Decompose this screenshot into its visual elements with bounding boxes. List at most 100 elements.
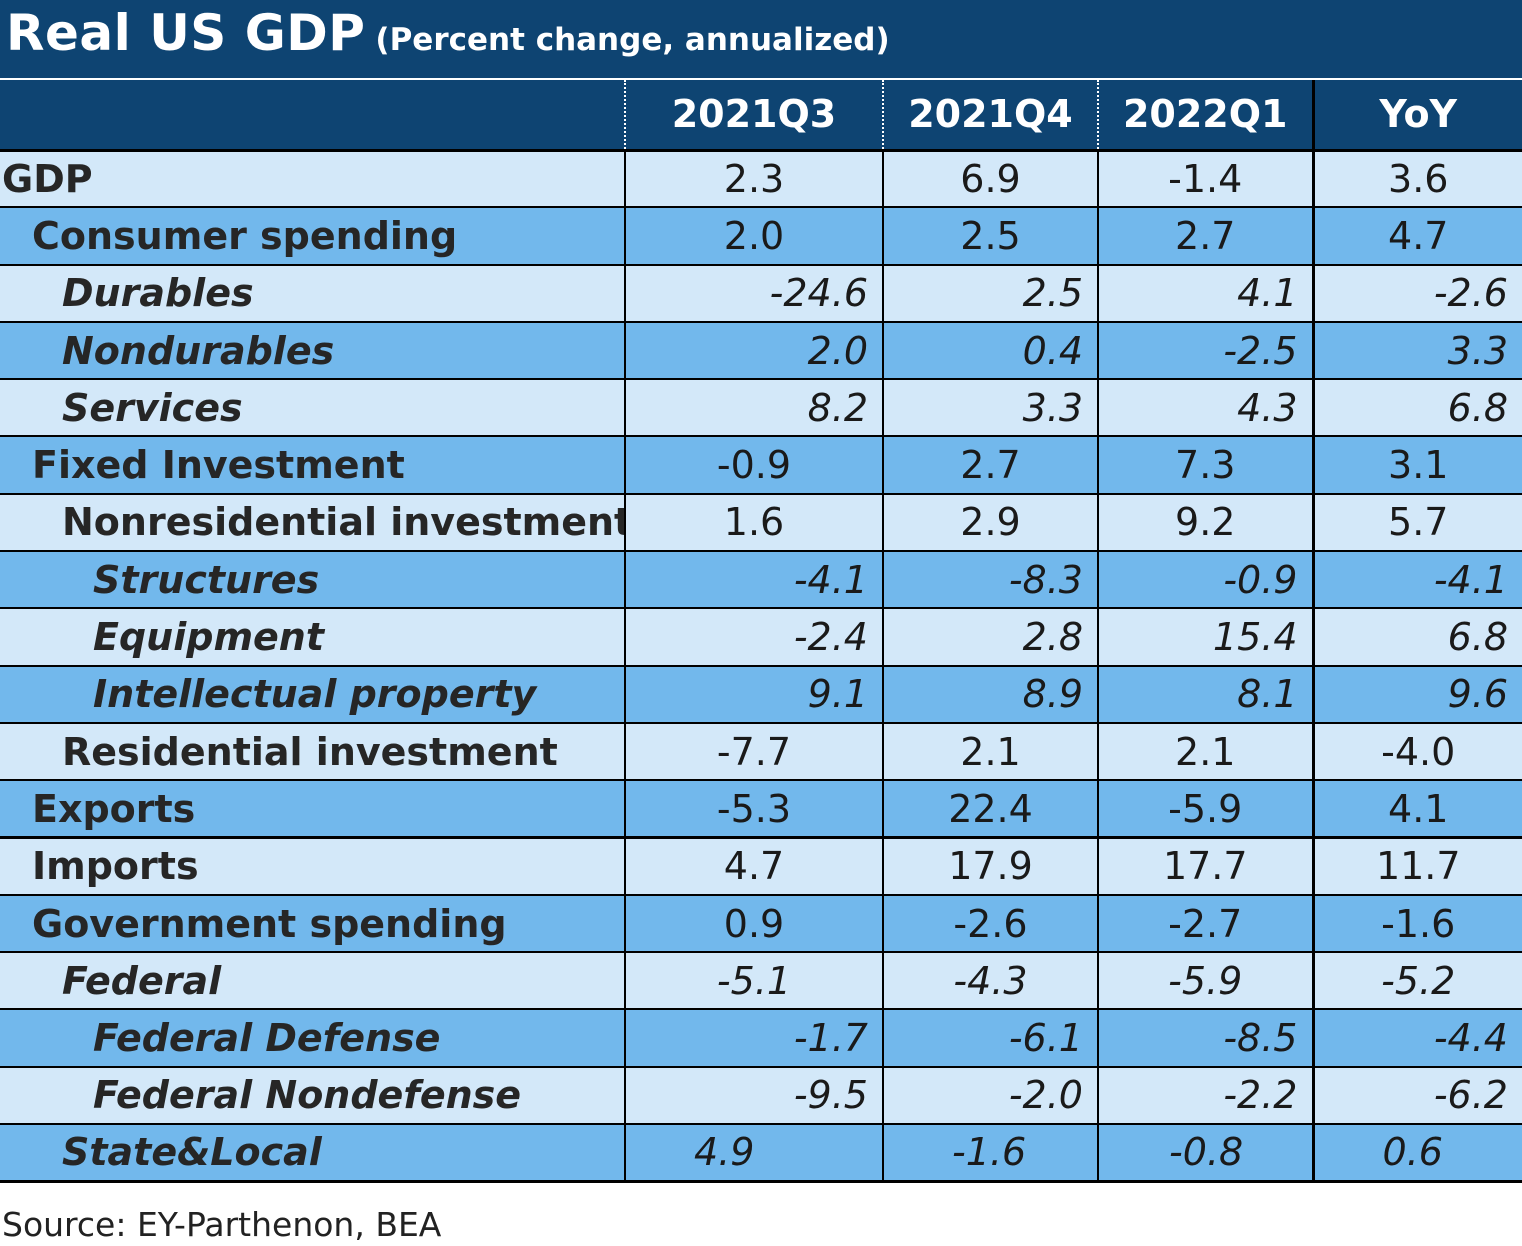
table-row: Equipment -2.4 2.8 15.4 6.8 (0, 607, 1522, 666)
value-cell: 1.6 (624, 492, 883, 552)
row-label: Fixed Investment (0, 435, 625, 494)
row-label: Nonresidential investment (0, 492, 625, 552)
value-cell: -5.9 (1097, 951, 1313, 1010)
row-label: Federal Nondefense (0, 1065, 625, 1125)
column-header: 2021Q3 (624, 80, 883, 152)
row-label: Equipment (0, 607, 625, 666)
value-cell: -5.9 (1097, 779, 1313, 838)
row-label: Durables (0, 263, 625, 322)
table-row: Structures -4.1 -8.3 -0.9 -4.1 (0, 550, 1522, 609)
source-note: Source: EY-Parthenon, BEA (2, 1205, 442, 1244)
value-cell: -8.5 (1097, 1008, 1313, 1067)
row-label: GDP (0, 148, 625, 208)
value-cell: 4.1 (1097, 263, 1313, 322)
value-cell: -1.6 (882, 1123, 1098, 1182)
value-cell: 4.9 (624, 1123, 883, 1182)
value-cell: 4.7 (1311, 206, 1522, 265)
value-cell: 0.9 (624, 893, 883, 953)
value-cell: 2.0 (624, 206, 883, 265)
column-header: 2022Q1 (1097, 80, 1313, 152)
value-cell: -4.1 (624, 550, 883, 609)
value-cell: -5.1 (624, 951, 883, 1010)
table-subtitle: (Percent change, annualized) (375, 22, 890, 58)
table-row: State&Local 4.9 -1.6 -0.8 0.6 (0, 1123, 1522, 1182)
value-cell: 3.3 (882, 378, 1098, 437)
table-row: GDP 2.3 6.9 -1.4 3.6 (0, 148, 1522, 208)
table-row: Intellectual property 9.1 8.9 8.1 9.6 (0, 664, 1522, 723)
value-cell: 2.8 (882, 607, 1098, 666)
value-cell: 3.1 (1311, 435, 1522, 494)
gdp-table: 2021Q3 2021Q4 2022Q1 YoY GDP 2.3 6.9 -1.… (0, 80, 1522, 1183)
value-cell: 2.5 (882, 206, 1098, 265)
value-cell: 9.6 (1311, 664, 1522, 723)
value-cell: -1.6 (1311, 893, 1522, 953)
value-cell: -2.2 (1097, 1065, 1313, 1125)
table-row: Nondurables 2.0 0.4 -2.5 3.3 (0, 320, 1522, 380)
value-cell: 6.8 (1311, 607, 1522, 666)
value-cell: -5.3 (624, 779, 883, 838)
value-cell: 11.7 (1311, 836, 1522, 895)
value-cell: -4.1 (1311, 550, 1522, 609)
value-cell: 2.0 (624, 320, 883, 380)
value-cell: -1.7 (624, 1008, 883, 1067)
column-header: YoY (1311, 80, 1522, 152)
value-cell: 8.9 (882, 664, 1098, 723)
value-cell: 17.9 (882, 836, 1098, 895)
value-cell: 22.4 (882, 779, 1098, 838)
value-cell: -4.4 (1311, 1008, 1522, 1067)
value-cell: 2.1 (1097, 721, 1313, 781)
table-row: Federal Nondefense -9.5 -2.0 -2.2 -6.2 (0, 1065, 1522, 1125)
table-row: Federal -5.1 -4.3 -5.9 -5.2 (0, 951, 1522, 1010)
table-row: Government spending 0.9 -2.6 -2.7 -1.6 (0, 893, 1522, 953)
value-cell: -0.9 (1097, 550, 1313, 609)
value-cell: -2.6 (882, 893, 1098, 953)
row-label: Government spending (0, 893, 625, 953)
value-cell: -8.3 (882, 550, 1098, 609)
row-label: Structures (0, 550, 625, 609)
table-row: Residential investment -7.7 2.1 2.1 -4.0 (0, 721, 1522, 781)
value-cell: 6.8 (1311, 378, 1522, 437)
value-cell: -4.0 (1311, 721, 1522, 781)
value-cell: 2.5 (882, 263, 1098, 322)
table-row: Federal Defense -1.7 -6.1 -8.5 -4.4 (0, 1008, 1522, 1067)
value-cell: -6.2 (1311, 1065, 1522, 1125)
value-cell: 7.3 (1097, 435, 1313, 494)
value-cell: 2.7 (1097, 206, 1313, 265)
row-label: Imports (0, 836, 625, 895)
header-row: 2021Q3 2021Q4 2022Q1 YoY (0, 80, 1522, 152)
row-label: State&Local (0, 1123, 625, 1182)
value-cell: 4.3 (1097, 378, 1313, 437)
value-cell: -0.8 (1097, 1123, 1313, 1182)
value-cell: 3.6 (1311, 148, 1522, 208)
table-row: Fixed Investment -0.9 2.7 7.3 3.1 (0, 435, 1522, 494)
row-label: Services (0, 378, 625, 437)
value-cell: -7.7 (624, 721, 883, 781)
value-cell: -1.4 (1097, 148, 1313, 208)
table-row: Exports -5.3 22.4 -5.9 4.1 (0, 779, 1522, 838)
value-cell: 17.7 (1097, 836, 1313, 895)
value-cell: -6.1 (882, 1008, 1098, 1067)
table-row: Durables -24.6 2.5 4.1 -2.6 (0, 263, 1522, 322)
row-label: Consumer spending (0, 206, 625, 265)
row-label: Exports (0, 779, 625, 838)
value-cell: 15.4 (1097, 607, 1313, 666)
table-row: Consumer spending 2.0 2.5 2.7 4.7 (0, 206, 1522, 265)
value-cell: -0.9 (624, 435, 883, 494)
value-cell: 8.1 (1097, 664, 1313, 723)
value-cell: 0.4 (882, 320, 1098, 380)
table-row: Imports 4.7 17.9 17.7 11.7 (0, 836, 1522, 895)
table-row: Nonresidential investment 1.6 2.9 9.2 5.… (0, 492, 1522, 552)
value-cell: 8.2 (624, 378, 883, 437)
value-cell: 3.3 (1311, 320, 1522, 380)
value-cell: -5.2 (1311, 951, 1522, 1010)
row-label: Intellectual property (0, 664, 625, 723)
value-cell: 2.7 (882, 435, 1098, 494)
table-row: Services 8.2 3.3 4.3 6.8 (0, 378, 1522, 437)
value-cell: -9.5 (624, 1065, 883, 1125)
table-title: Real US GDP (6, 4, 366, 62)
row-label: Residential investment (0, 721, 625, 781)
value-cell: -2.4 (624, 607, 883, 666)
value-cell: 2.9 (882, 492, 1098, 552)
value-cell: -2.5 (1097, 320, 1313, 380)
title-bar: Real US GDP (Percent change, annualized) (0, 0, 1522, 78)
